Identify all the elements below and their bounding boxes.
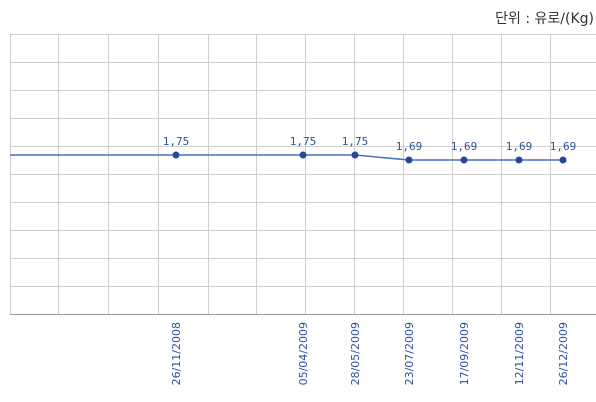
x-tick-label: 17/09/2009 [458, 322, 471, 385]
grid-layer [10, 34, 596, 315]
x-tick-label-layer: 26/11/2008 05/04/2009 28/05/2009 23/07/2009… [170, 322, 570, 385]
data-point [172, 151, 180, 159]
data-point [405, 156, 413, 164]
data-label-layer: 1,75 1,75 1,75 1,69 1,69 1,69 1,69 [163, 135, 577, 153]
x-tick-label: 26/12/2009 [557, 322, 570, 385]
data-label: 1,69 [550, 140, 577, 153]
data-label: 1,75 [342, 135, 369, 148]
data-point [299, 151, 307, 159]
data-label: 1,75 [163, 135, 190, 148]
data-point [559, 156, 567, 164]
x-tick-label: 12/11/2009 [513, 322, 526, 385]
data-label: 1,69 [451, 140, 478, 153]
data-label: 1,69 [396, 140, 423, 153]
series-line-layer [10, 154, 563, 161]
unit-label: 단위 : 유로/(Kg) [495, 11, 594, 27]
x-tick-label: 05/04/2009 [297, 322, 310, 385]
data-point [351, 151, 359, 159]
data-label: 1,69 [506, 140, 533, 153]
data-point [460, 156, 468, 164]
x-tick-label: 28/05/2009 [349, 322, 362, 385]
data-point [515, 156, 523, 164]
series-line [10, 154, 563, 161]
x-tick-label: 23/07/2009 [403, 322, 416, 385]
marker-layer [172, 151, 567, 164]
x-tick-label: 26/11/2008 [170, 322, 183, 385]
data-label: 1,75 [290, 135, 317, 148]
